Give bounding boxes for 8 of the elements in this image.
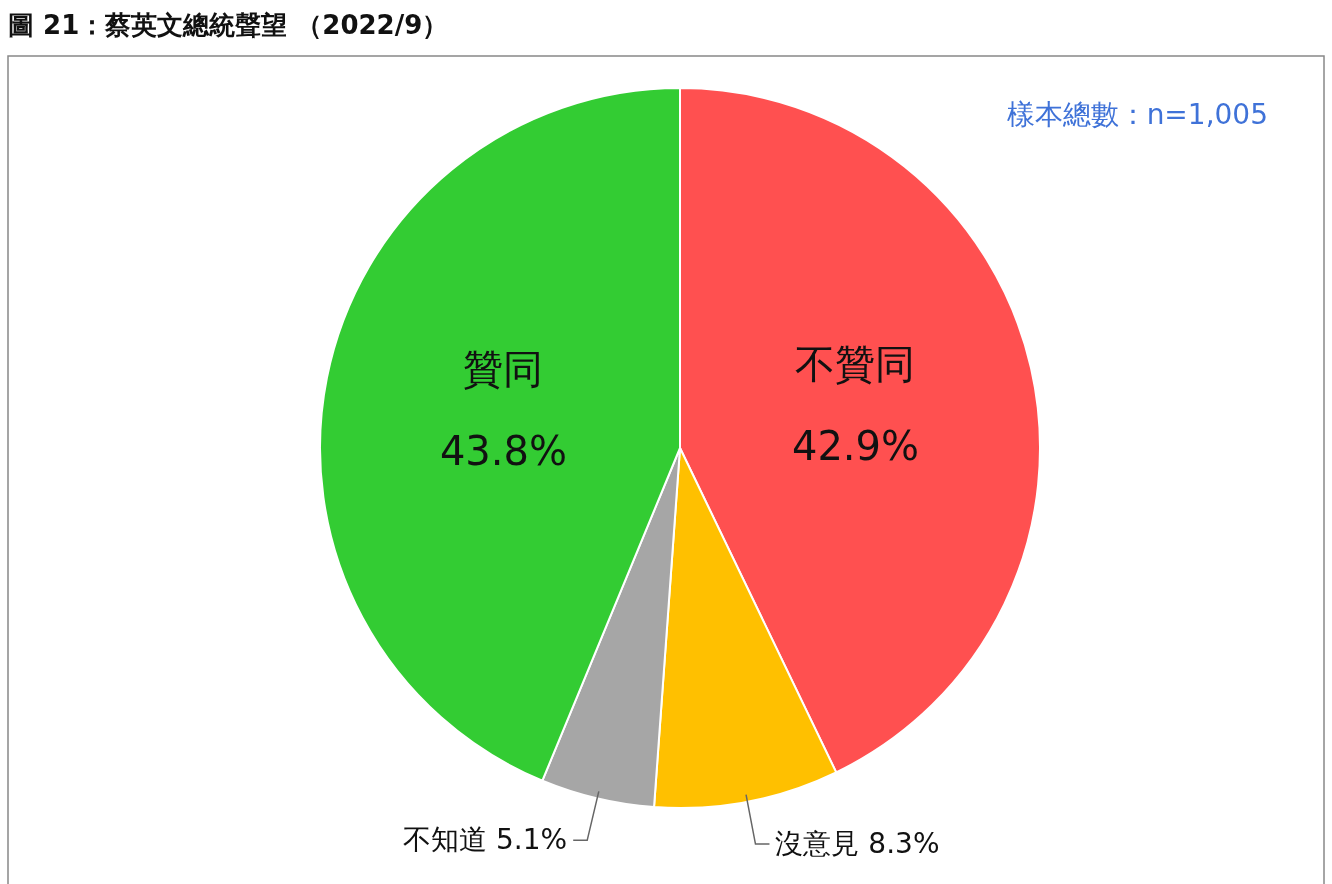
title: 圖 21：蔡英文總統聲望 （2022/9） xyxy=(8,10,449,40)
annotation: 樣本總數：n=1,005 xyxy=(1006,98,1268,131)
slice-label: 沒意見 8.3% xyxy=(775,827,940,861)
value-label: 42.9% xyxy=(791,422,920,469)
slice-label: 不贊同 xyxy=(795,340,916,387)
slice-label: 贊同 xyxy=(463,345,544,392)
slice-label: 不知道 5.1% xyxy=(403,823,568,857)
value-label: 43.8% xyxy=(439,427,567,474)
